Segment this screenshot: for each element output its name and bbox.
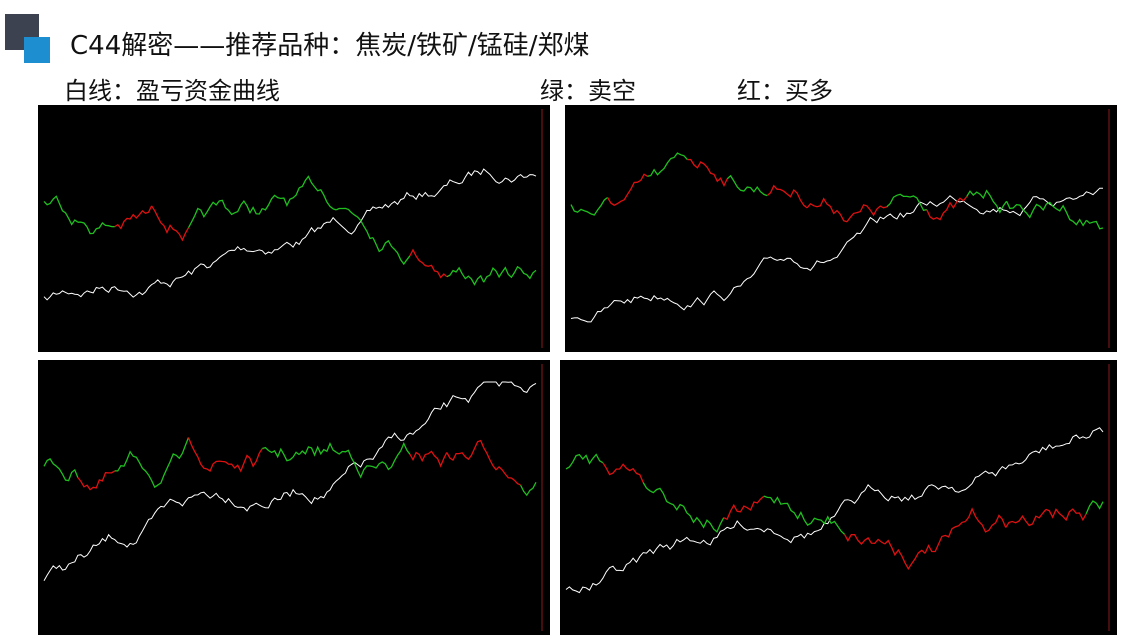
white-curve	[43, 381, 537, 581]
price-curve	[298, 175, 337, 211]
price-curve	[298, 441, 337, 457]
price-curve	[262, 446, 300, 462]
price-curve	[565, 453, 604, 470]
price-curve	[1085, 219, 1104, 230]
price-curve	[446, 266, 485, 286]
price-curve	[225, 448, 263, 473]
price-curve	[77, 221, 115, 235]
price-curve	[884, 539, 926, 571]
price-curve	[966, 189, 1008, 214]
chart-panel	[38, 360, 550, 635]
deco-square	[24, 37, 50, 63]
price-curve	[372, 441, 411, 471]
price-curve	[409, 450, 448, 468]
price-curve	[844, 533, 886, 545]
price-curve	[647, 152, 688, 177]
white-curve	[570, 187, 1104, 323]
price-curve	[886, 193, 927, 212]
price-curve	[483, 447, 521, 486]
price-curve	[372, 237, 411, 266]
price-curve	[520, 482, 537, 497]
price-curve	[43, 195, 79, 226]
price-curve	[187, 199, 227, 229]
price-curve	[846, 204, 888, 223]
slide-title: C44解密——推荐品种：焦炭/铁矿/锰硅/郑煤	[70, 31, 590, 61]
price-curve	[726, 174, 768, 197]
price-curve	[924, 520, 966, 554]
price-curve	[446, 439, 485, 461]
price-curve	[1046, 201, 1087, 227]
legend-white: 白线：盈亏资金曲线	[64, 77, 280, 105]
price-curve	[642, 482, 684, 511]
price-curve	[607, 173, 648, 206]
price-curve	[335, 449, 374, 479]
price-curve	[483, 265, 521, 283]
price-curve	[409, 248, 448, 279]
price-curve	[570, 196, 608, 216]
price-curve	[335, 207, 374, 240]
white-curve	[565, 427, 1104, 594]
chart-panel	[38, 105, 550, 352]
chart-panel	[560, 360, 1117, 635]
price-curve	[1045, 508, 1087, 522]
price-curve	[114, 205, 153, 230]
price-curve	[151, 437, 190, 489]
chart-screenshots	[38, 105, 1117, 635]
price-curve	[803, 515, 846, 535]
price-curve	[43, 458, 79, 482]
price-curve	[687, 158, 728, 188]
price-curve	[1085, 500, 1104, 514]
price-curve	[763, 495, 805, 521]
price-curve	[1006, 200, 1048, 219]
chart-panel	[565, 105, 1117, 352]
price-curve	[682, 505, 725, 533]
price-curve	[77, 470, 116, 491]
price-curve	[1005, 508, 1047, 528]
legend-red: 红：买多	[737, 77, 833, 105]
price-curve	[224, 199, 263, 216]
price-curve	[262, 187, 300, 211]
price-curve	[806, 197, 848, 223]
white-curve	[43, 168, 537, 301]
price-curve	[926, 196, 968, 221]
price-curve	[964, 507, 1007, 533]
price-curve	[151, 205, 190, 242]
price-curve	[723, 495, 765, 521]
price-curve	[114, 450, 153, 481]
legend-green: 绿：卖空	[540, 77, 636, 105]
price-curve	[520, 268, 537, 280]
price-curve	[766, 184, 808, 209]
price-curve	[602, 462, 644, 483]
price-curve	[187, 437, 226, 472]
